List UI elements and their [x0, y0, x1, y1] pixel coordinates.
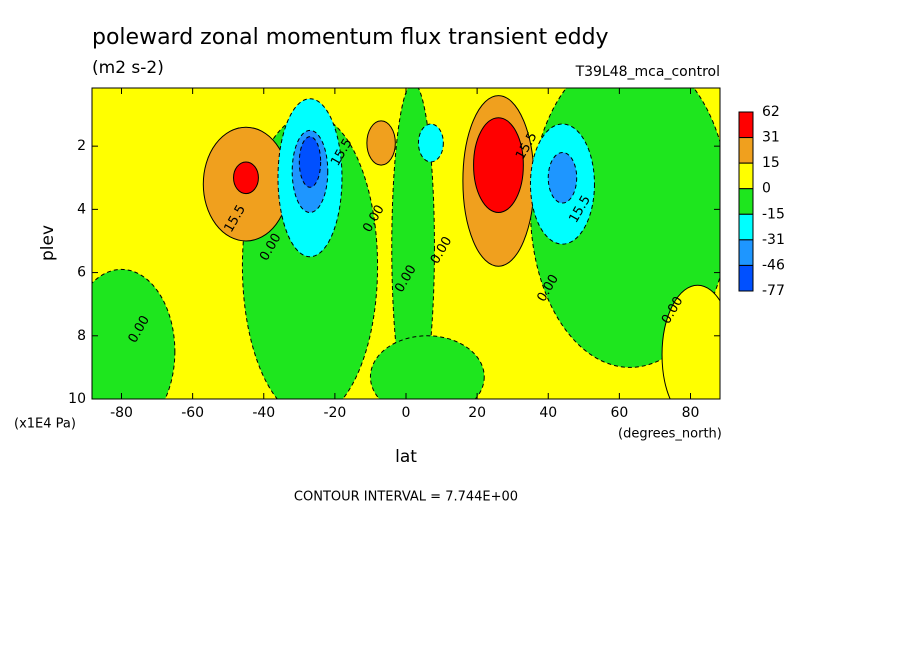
y-tick-label: 8: [77, 328, 86, 344]
contour-region: [661, 284, 720, 399]
colorbar-label: -15: [762, 206, 785, 222]
x-tick-label: -60: [181, 405, 204, 421]
y-tick-label: 2: [77, 138, 86, 154]
colorbar-label: -31: [762, 232, 785, 248]
colorbar-box: [738, 137, 754, 164]
x-tick-label: 60: [610, 405, 628, 421]
contour-region: [298, 136, 322, 188]
chart-title: poleward zonal momentum flux transient e…: [92, 25, 609, 50]
contour-interval: CONTOUR INTERVAL = 7.744E+00: [294, 490, 518, 505]
contour-region: [92, 268, 176, 399]
colorbar-box: [738, 264, 754, 292]
x-axis-label: lat: [395, 447, 417, 467]
chart-subtitle: (m2 s-2): [92, 58, 164, 78]
y-tick-label: 4: [77, 201, 86, 217]
colorbar-box: [738, 213, 754, 241]
contour-region: [366, 120, 396, 166]
colorbar-label: 15: [762, 155, 780, 171]
y-tick-label: 10: [68, 391, 86, 407]
colorbar-label: -46: [762, 257, 785, 273]
y-units: (x1E4 Pa): [14, 417, 76, 432]
x-tick-label: 20: [468, 405, 486, 421]
colorbar-label: -77: [762, 283, 785, 299]
colorbar-label: 62: [762, 104, 780, 120]
contour-region: [417, 123, 444, 163]
colorbar-box: [738, 239, 754, 266]
contour-region: [369, 335, 485, 399]
x-tick-label: -20: [323, 405, 346, 421]
colorbar-label: 31: [762, 130, 780, 146]
x-units: (degrees_north): [618, 427, 722, 442]
contour-region: [473, 117, 524, 214]
contour-region: [233, 161, 259, 195]
colorbar-box: [738, 111, 754, 139]
x-tick-label: -40: [252, 405, 275, 421]
dataset-label: T39L48_mca_control: [575, 64, 720, 80]
x-tick-label: -80: [110, 405, 133, 421]
contour-region: [547, 151, 578, 204]
colorbar-label: 0: [762, 181, 771, 197]
colorbar-box: [738, 188, 754, 215]
plot-area: 15.50.0015.50.000.000.0015.515.50.000.00…: [92, 88, 720, 399]
y-axis-label: plev: [38, 225, 58, 261]
x-tick-label: 80: [682, 405, 700, 421]
contour-region: [391, 88, 435, 399]
colorbar-box: [738, 162, 754, 190]
x-tick-label: 0: [402, 405, 411, 421]
y-tick-label: 6: [77, 265, 86, 281]
x-tick-label: 40: [539, 405, 557, 421]
